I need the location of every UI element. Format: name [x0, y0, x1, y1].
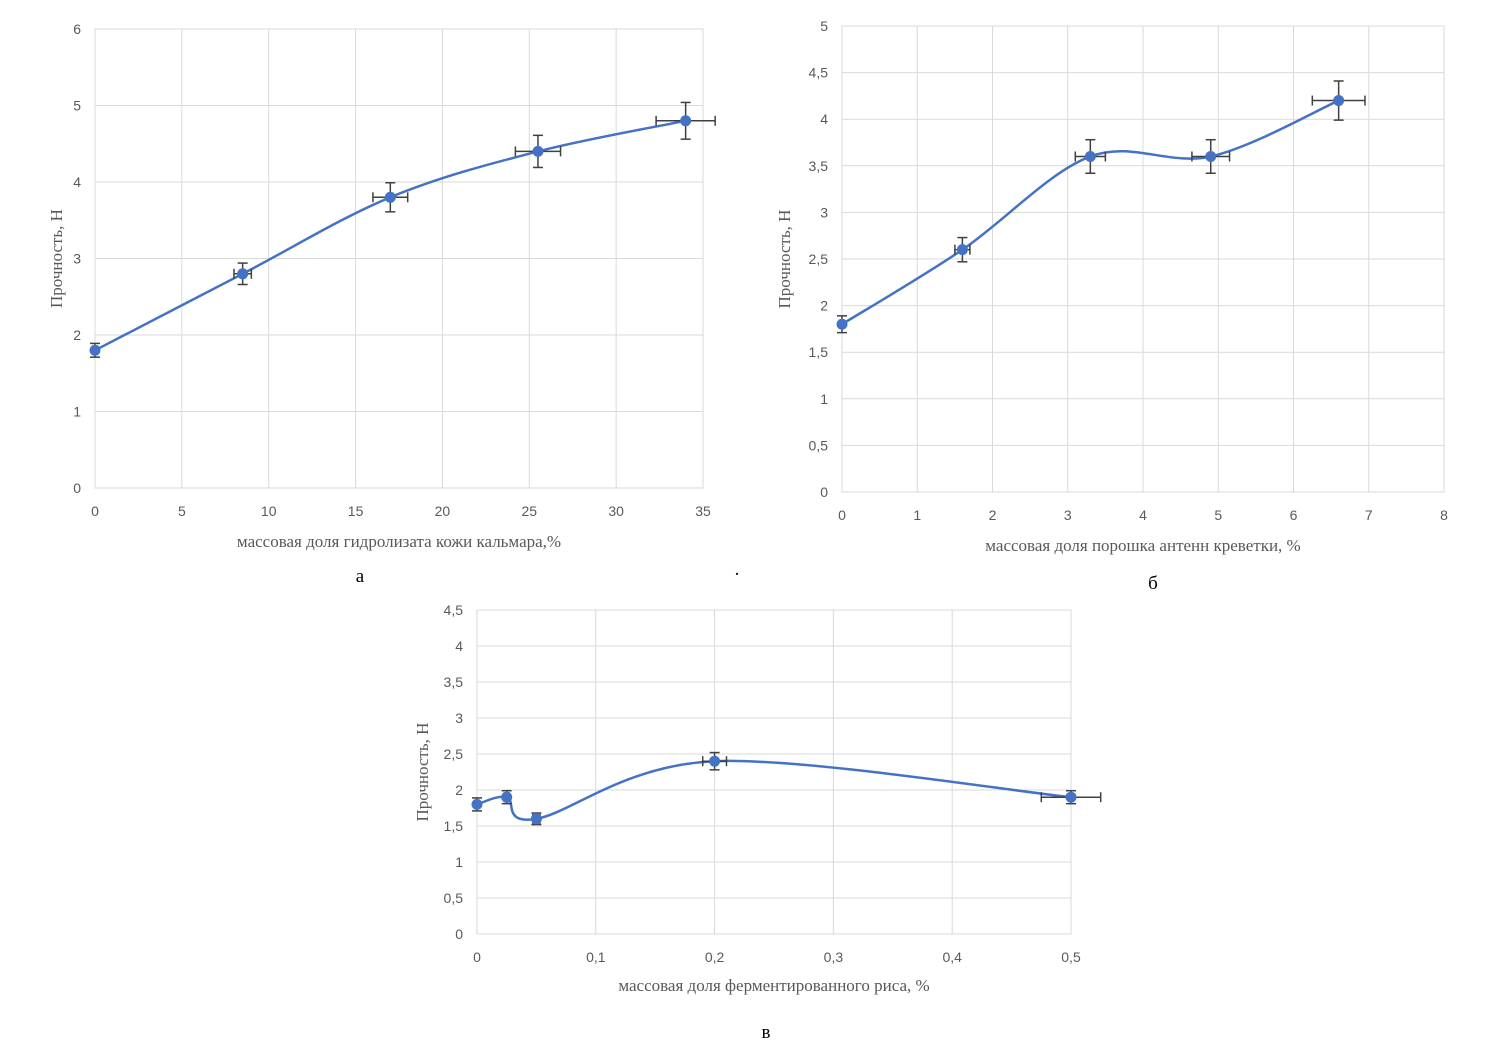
x-tick-label: 0,4: [942, 949, 962, 965]
plot-frame: [841, 25, 1445, 493]
y-tick-label: 0,5: [444, 890, 464, 906]
x-tick-label: 3: [1064, 507, 1072, 523]
y-axis-label: Прочность, Н: [413, 723, 432, 822]
y-axis-label: Прочность, Н: [47, 209, 66, 308]
plot-frame: [476, 609, 1072, 935]
y-tick-label: 1,5: [809, 344, 829, 360]
data-point: [530, 813, 542, 825]
x-axis-label: массовая доля порошка антенн креветки, %: [985, 536, 1300, 555]
x-tick-label: 0,1: [586, 949, 606, 965]
x-axis-label: массовая доля гидролизата кожи кальмара,…: [237, 532, 561, 551]
x-tick-label: 8: [1440, 507, 1448, 523]
x-tick-label: 4: [1139, 507, 1147, 523]
x-tick-label: 0: [473, 949, 481, 965]
data-point: [89, 344, 101, 356]
x-tick-label: 1: [913, 507, 921, 523]
data-point: [501, 791, 513, 803]
y-tick-label: 3: [820, 204, 828, 220]
data-point: [1333, 95, 1345, 107]
x-tick-label: 2: [989, 507, 997, 523]
chart-caption: в: [762, 1022, 771, 1043]
y-tick-label: 1: [455, 854, 463, 870]
data-point: [1084, 150, 1096, 162]
x-tick-label: 7: [1365, 507, 1373, 523]
x-axis-label: массовая доля ферментированного риса, %: [618, 976, 929, 995]
x-tick-label: 30: [608, 503, 624, 519]
data-point: [384, 191, 396, 203]
y-tick-label: 0: [820, 484, 828, 500]
y-tick-label: 4,5: [444, 602, 464, 618]
chart-3: 0 0,5 1 1,5 2 2,5 3 3,5 4 4,5 0 0,1 0,2 0,3 0,4 0,5 масс…: [413, 602, 1102, 1043]
x-tick-label: 5: [178, 503, 186, 519]
y-tick-label: 2: [820, 298, 828, 314]
y-tick-label: 3: [455, 710, 463, 726]
y-tick-label: 5: [820, 18, 828, 34]
data-point: [709, 755, 721, 767]
y-tick-label: 5: [73, 98, 81, 114]
data-point: [532, 145, 544, 157]
y-tick-label: 6: [73, 21, 81, 37]
x-tick-label: 0,2: [705, 949, 725, 965]
x-tick-label: 20: [435, 503, 451, 519]
y-tick-label: 4: [820, 111, 828, 127]
y-tick-label: 2: [73, 327, 81, 343]
x-tick-label: 35: [695, 503, 711, 519]
series-line: [94, 119, 686, 352]
y-tick-label: 4,5: [809, 65, 829, 81]
y-tick-label: 2: [455, 782, 463, 798]
x-tick-label: 25: [521, 503, 537, 519]
y-tick-label: 4: [73, 174, 81, 190]
y-tick-label: 2,5: [809, 251, 829, 267]
y-tick-label: 4: [455, 638, 463, 654]
x-tick-label: 0,3: [824, 949, 844, 965]
y-axis-label: Прочность, Н: [775, 210, 794, 309]
y-tick-label: 0: [455, 926, 463, 942]
x-tick-label: 0: [838, 507, 846, 523]
y-tick-label: 0: [73, 480, 81, 496]
y-tick-label: 1,5: [444, 818, 464, 834]
chart-1: 0 1 2 3 4 5 6 0 5 10 15 20 25 30 35 массовая доля гидро…: [47, 21, 716, 587]
chart-2: 0 0,5 1 1,5 2 2,5 3 3,5 4 4,5 5 0 1 2 3 4 5 6 7 8 массовая д…: [775, 18, 1448, 594]
x-tick-label: 0,5: [1061, 949, 1081, 965]
separator-dot: .: [735, 559, 740, 580]
chart-caption: а: [356, 566, 365, 587]
data-point: [1205, 150, 1217, 162]
y-tick-label: 3,5: [809, 158, 829, 174]
y-tick-label: 1: [73, 404, 81, 420]
data-point: [471, 798, 483, 810]
y-tick-label: 3: [73, 251, 81, 267]
y-tick-label: 1: [820, 391, 828, 407]
data-point: [1065, 791, 1077, 803]
x-tick-label: 0: [91, 503, 99, 519]
data-point: [956, 244, 968, 256]
plot-frame: [94, 28, 704, 489]
data-point: [836, 318, 848, 330]
data-point: [237, 268, 249, 280]
y-tick-label: 2,5: [444, 746, 464, 762]
y-tick-label: 0,5: [809, 437, 829, 453]
x-tick-label: 5: [1214, 507, 1222, 523]
x-tick-label: 6: [1290, 507, 1298, 523]
chart-caption: б: [1148, 573, 1158, 594]
data-point: [680, 115, 692, 127]
x-tick-label: 10: [261, 503, 277, 519]
y-tick-label: 3,5: [444, 674, 464, 690]
x-tick-label: 15: [348, 503, 364, 519]
